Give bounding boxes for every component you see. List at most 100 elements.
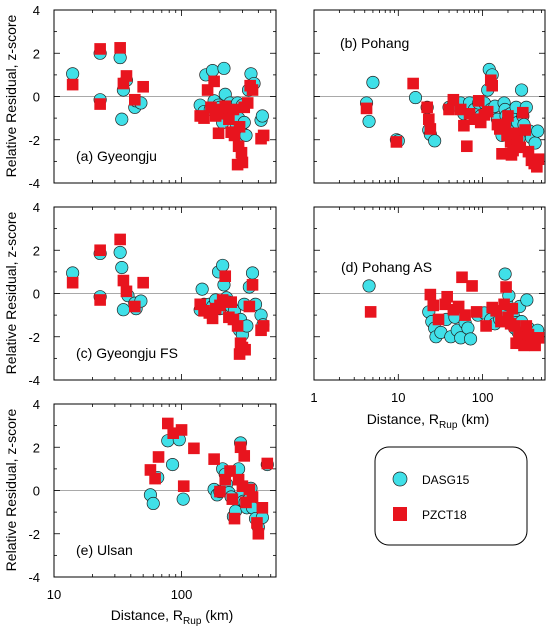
y-tick-label: 4	[33, 3, 40, 18]
pzct18-point	[224, 465, 236, 477]
pzct18-point	[520, 320, 533, 332]
pzct18-point	[506, 302, 519, 315]
x-axis-title: Distance, RRup (km)	[367, 411, 490, 431]
pzct18-point	[531, 160, 543, 173]
pzct18-point	[504, 136, 517, 148]
pzct18-point	[208, 75, 220, 88]
panel-frame	[313, 206, 546, 381]
pzct18-point	[117, 77, 130, 90]
pzct18-point	[209, 110, 222, 122]
pzct18-point	[486, 79, 498, 92]
x-tick-label: 100	[171, 587, 193, 602]
pzct18-point	[421, 101, 433, 114]
x-tick-label: 10	[47, 587, 61, 602]
dasg15-point	[366, 75, 380, 89]
pzct18-point	[456, 271, 468, 284]
pzct18-point	[167, 427, 180, 439]
y-tick-label: 4	[33, 200, 40, 215]
pzct18-point	[231, 320, 244, 332]
pzct18-point	[117, 274, 130, 287]
pzct18-point	[502, 110, 514, 122]
pzct18-point	[212, 127, 225, 140]
dasg15-point	[428, 134, 442, 148]
pzct18-point	[227, 103, 240, 116]
pzct18-point	[532, 153, 545, 166]
dasg15-point	[66, 67, 80, 81]
pzct18-point	[66, 78, 79, 91]
dasg15-point	[206, 64, 220, 78]
pzct18-point	[152, 451, 165, 463]
pzct18-point	[226, 493, 239, 505]
pzct18-point	[243, 300, 256, 313]
y-tick-label: 4	[33, 397, 40, 412]
dasg15-point	[461, 321, 475, 335]
pzct18-point	[149, 472, 161, 485]
pzct18-point	[205, 101, 217, 114]
pzct18-point	[518, 339, 530, 352]
pzct18-point	[390, 136, 403, 148]
pzct18-point	[214, 485, 226, 498]
pzct18-point	[261, 457, 274, 470]
panel-label: (d) Pohang AS	[341, 259, 432, 275]
dasg15-point	[115, 260, 129, 275]
pzct18-point	[480, 320, 492, 332]
dasg15-point	[515, 83, 529, 97]
panel-label: (c) Gyeongju FS	[76, 345, 178, 361]
y-tick-label: 2	[33, 243, 40, 258]
panel-label: (a) Gyeongju	[76, 148, 157, 164]
pzct18-point	[517, 106, 529, 119]
pzct18-point	[470, 306, 483, 318]
dasg15-point	[195, 282, 209, 296]
pzct18-point	[251, 517, 263, 529]
pzct18-point	[236, 480, 249, 492]
pzct18-point	[137, 276, 149, 289]
dasg15-point	[531, 124, 545, 138]
dasg15-point	[176, 492, 190, 506]
pzct18-point	[129, 300, 141, 313]
dasg15-point	[115, 112, 129, 126]
pzct18-point	[246, 84, 259, 96]
y-tick-label: -2	[28, 133, 40, 148]
pzct18-point	[461, 140, 473, 153]
pzct18-point	[246, 491, 259, 503]
pzct18-point	[498, 298, 510, 311]
pzct18-point	[443, 103, 455, 116]
pzct18-point	[94, 244, 106, 257]
pzct18-point	[246, 279, 259, 291]
pzct18-point	[364, 306, 377, 318]
pzct18-point	[472, 95, 485, 107]
dasg15-point	[146, 496, 160, 511]
x-tick-label: 100	[472, 390, 494, 405]
x-axis-title: Distance, RRup (km)	[111, 607, 234, 627]
y-tick-label: -4	[28, 570, 40, 585]
pzct18-point	[432, 313, 445, 326]
y-tick-label: -2	[28, 527, 40, 542]
legend-marker-dasg15	[392, 471, 408, 487]
pzct18-point	[522, 145, 535, 158]
pzct18-point	[532, 332, 545, 344]
y-tick-label: 0	[33, 90, 40, 105]
pzct18-point	[252, 527, 265, 540]
pzct18-point	[256, 502, 269, 514]
legend-label-dasg15: DASG15	[422, 473, 470, 487]
dasg15-point	[216, 258, 230, 272]
pzct18-point	[114, 233, 126, 246]
dasg15-point	[362, 114, 376, 128]
pzct18-point	[360, 102, 373, 115]
pzct18-point	[129, 93, 141, 106]
panel-label: (e) Ulsan	[76, 542, 133, 558]
pzct18-point	[225, 296, 238, 308]
pzct18-point	[474, 116, 487, 129]
dasg15-point	[116, 303, 130, 317]
pzct18-point	[257, 129, 270, 142]
pzct18-point	[447, 93, 460, 106]
y-tick-label: 2	[33, 46, 40, 61]
dasg15-point	[520, 293, 534, 307]
pzct18-point	[490, 305, 502, 317]
pzct18-point	[422, 113, 435, 126]
dasg15-point	[113, 245, 127, 259]
pzct18-point	[219, 270, 232, 282]
y-tick-label: 2	[33, 440, 40, 455]
pzct18-point	[94, 294, 106, 306]
pzct18-point	[234, 441, 247, 454]
